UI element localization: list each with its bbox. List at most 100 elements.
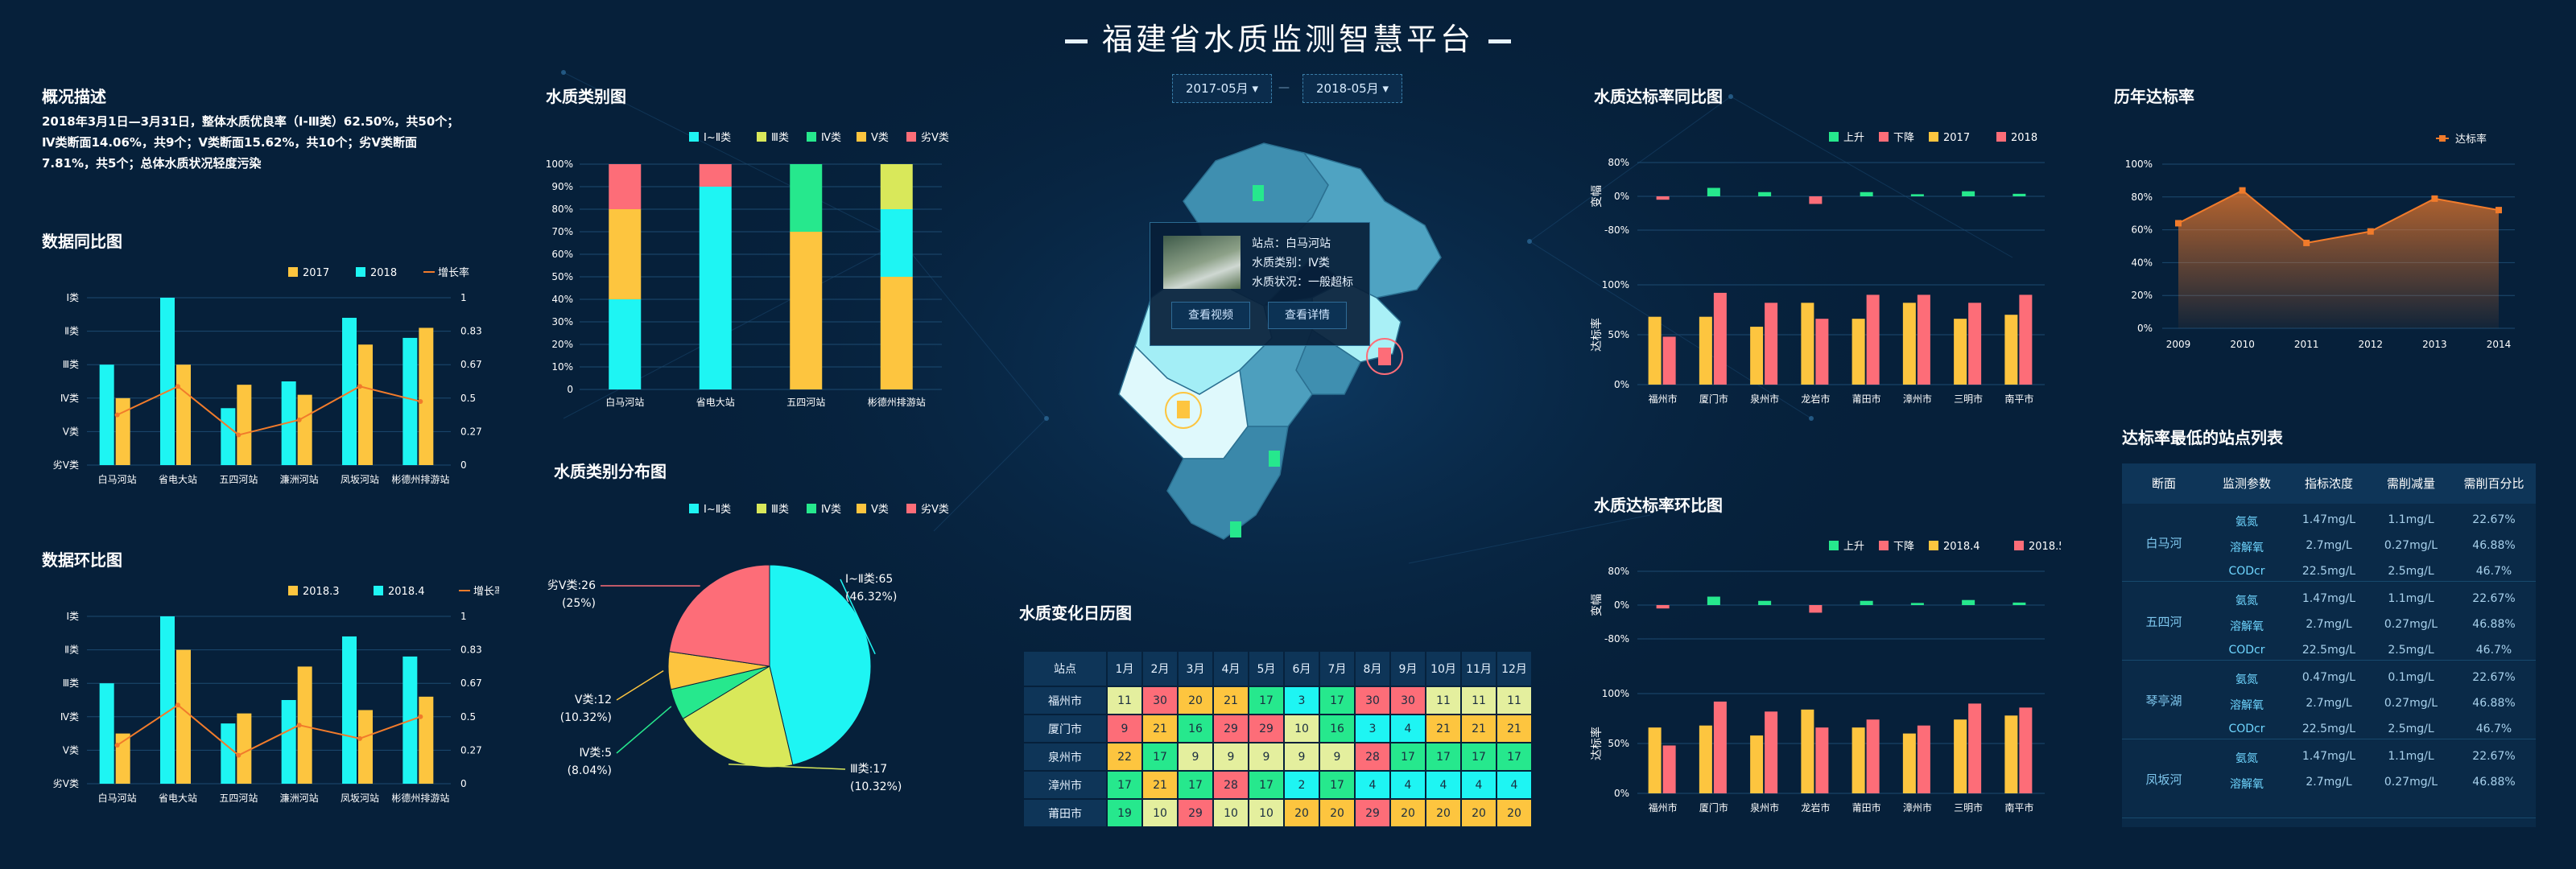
cal-cell[interactable]: 17 [1143,743,1177,770]
cal-cell[interactable]: 3 [1285,687,1319,714]
cal-cell[interactable]: 9 [1214,743,1248,770]
map-marker-yellow[interactable] [1177,401,1190,418]
cal-cell[interactable]: 29 [1179,800,1212,826]
y-tick-label: Ⅳ类 [60,711,79,723]
bar [419,327,434,465]
cal-cell[interactable]: 20 [1320,800,1354,826]
growth-point [114,743,120,748]
start-date-select[interactable]: 2017-05月 ▾ [1172,74,1272,103]
cal-cell[interactable]: 17 [1249,772,1283,798]
cal-row: 厦门市 9 21 16 29 29 10 16 3 4 21 21 21 [1024,715,1531,742]
cal-cell[interactable]: 20 [1426,800,1460,826]
cal-cell[interactable]: 4 [1356,772,1389,798]
x-tick-label: 厦门市 [1699,393,1728,405]
cal-cell[interactable]: 20 [1391,800,1425,826]
bar [297,666,312,784]
cal-cell[interactable]: 4 [1426,772,1460,798]
cal-cell[interactable]: 21 [1462,715,1496,742]
bar [1765,303,1778,385]
cal-cell[interactable]: 17 [1497,743,1531,770]
cal-cell[interactable]: 17 [1391,743,1425,770]
cal-cell[interactable]: 10 [1214,800,1248,826]
growth-point [357,384,362,389]
cal-cell[interactable]: 30 [1143,687,1177,714]
cal-cell[interactable]: 16 [1320,715,1354,742]
map-marker-red[interactable] [1378,348,1391,365]
y-tick-label: Ⅱ类 [64,645,79,656]
cal-cell[interactable]: 29 [1249,715,1283,742]
cal-cell[interactable]: 4 [1391,715,1425,742]
legend-swatch [807,132,816,142]
cal-cell[interactable]: 21 [1143,715,1177,742]
legend-label: Ⅳ类 [821,132,841,144]
map-marker-green-2[interactable] [1269,451,1280,467]
y-tick-label: 40% [551,294,573,305]
y2-tick-label: 0.5 [460,711,476,723]
cal-cell[interactable]: 19 [1108,800,1141,826]
cal-cell[interactable]: 4 [1497,772,1531,798]
cal-cell[interactable]: 3 [1356,715,1389,742]
low-table-cell: 46.88% [2472,539,2516,552]
cal-cell[interactable]: 20 [1285,800,1319,826]
cal-cell[interactable]: 17 [1108,772,1141,798]
cal-cell[interactable]: 10 [1249,800,1283,826]
cal-cell[interactable]: 20 [1179,687,1212,714]
cal-cell[interactable]: 17 [1320,772,1354,798]
end-date-select[interactable]: 2018-05月 ▾ [1302,74,1402,103]
cal-cell[interactable]: 16 [1179,715,1212,742]
cal-cell[interactable]: 20 [1462,800,1496,826]
cal-cell[interactable]: 11 [1497,687,1531,714]
view-video-button[interactable]: 查看视频 [1171,302,1250,329]
cal-cell[interactable]: 17 [1179,772,1212,798]
low-table-group: 白马河 氨氮 1.47mg/L 1.1mg/L 22.67% 溶解氧 2.7mg/L 0.27… [2122,504,2536,582]
view-detail-button[interactable]: 查看详情 [1268,302,1347,329]
title-text: 福建省水质监测智慧平台 [1101,22,1474,57]
cal-cell[interactable]: 9 [1108,715,1141,742]
cal-cell[interactable]: 11 [1108,687,1141,714]
cal-cell[interactable]: 30 [1356,687,1389,714]
x-tick-label: 凤坂河站 [341,793,379,804]
cal-cell[interactable]: 17 [1462,743,1496,770]
cal-cell[interactable]: 9 [1320,743,1354,770]
cal-cell[interactable]: 20 [1497,800,1531,826]
map-marker-ring [1165,392,1202,429]
cal-cell[interactable]: 9 [1179,743,1212,770]
cal-cell[interactable]: 10 [1143,800,1177,826]
fujian-map[interactable] [1103,137,1473,555]
cal-cell[interactable]: 9 [1285,743,1319,770]
bar [2019,707,2033,793]
cal-cell[interactable]: 9 [1249,743,1283,770]
cal-cell[interactable]: 29 [1356,800,1389,826]
pie-label: 劣Ⅴ类:26 [547,579,596,592]
cal-cell[interactable]: 11 [1426,687,1460,714]
cal-cell[interactable]: 21 [1214,687,1248,714]
legend-swatch [1829,132,1839,142]
map-marker-green-3[interactable] [1230,521,1241,537]
map-marker-green-1[interactable] [1253,185,1264,201]
stack-segment [880,277,913,389]
cal-cell[interactable]: 29 [1214,715,1248,742]
cal-cell[interactable]: 4 [1462,772,1496,798]
cal-cell[interactable]: 17 [1249,687,1283,714]
cal-cell[interactable]: 4 [1391,772,1425,798]
x-tick-label: 龙岩市 [1801,801,1830,813]
y-tick-label: 100% [2125,159,2153,170]
map-region-zhangzhou[interactable] [1166,426,1289,540]
cal-cell[interactable]: 21 [1497,715,1531,742]
cal-cell[interactable]: 28 [1356,743,1389,770]
cal-cell[interactable]: 21 [1143,772,1177,798]
cal-cell[interactable]: 11 [1462,687,1496,714]
cal-cell[interactable]: 28 [1214,772,1248,798]
x-tick-label: 白马河站 [98,473,137,485]
x-tick-label: 福州市 [1649,801,1678,813]
cal-cell[interactable]: 2 [1285,772,1319,798]
cal-cell[interactable]: 17 [1320,687,1354,714]
cal-cell[interactable]: 17 [1426,743,1460,770]
bar [99,683,114,784]
cal-cell[interactable]: 10 [1285,715,1319,742]
cal-cell[interactable]: 22 [1108,743,1141,770]
cal-cell[interactable]: 30 [1391,687,1425,714]
cal-cell[interactable]: 21 [1426,715,1460,742]
cal-row: 泉州市 22 17 9 9 9 9 9 28 17 17 17 17 [1024,743,1531,770]
bar [297,394,312,465]
